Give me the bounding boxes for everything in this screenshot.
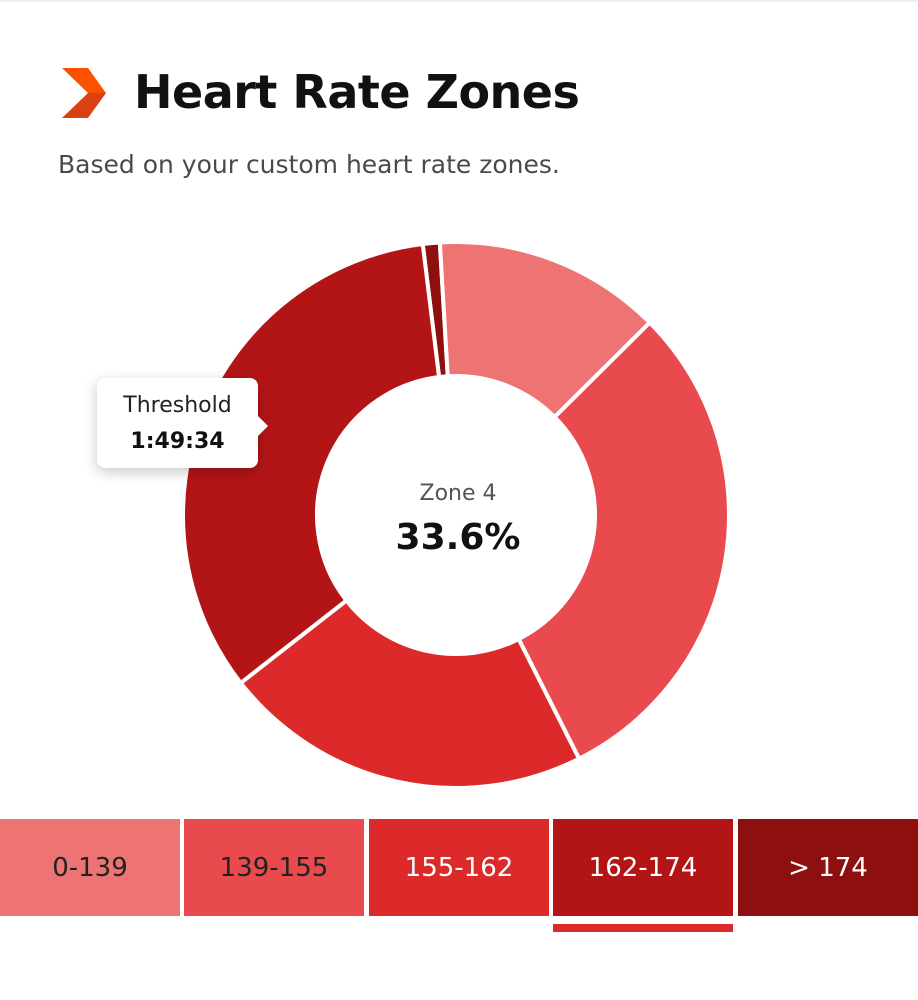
legend-zone-3-label: 155-162 <box>404 852 514 883</box>
legend-zone-5[interactable]: > 174 <box>738 819 918 916</box>
legend-zone-5-label: > 174 <box>788 852 868 883</box>
page-subtitle: Based on your custom heart rate zones. <box>58 150 560 179</box>
legend-zone-4-label: 162-174 <box>588 852 698 883</box>
legend-zone-2[interactable]: 139-155 <box>184 819 364 916</box>
page-title: Heart Rate Zones <box>134 65 580 119</box>
center-zone-label: Zone 4 <box>419 481 497 506</box>
tooltip-value: 1:49:34 <box>130 429 225 454</box>
legend-zone-3[interactable]: 155-162 <box>369 819 549 916</box>
chevron-right-icon <box>62 68 106 118</box>
tooltip-label: Threshold <box>123 393 232 418</box>
zone-tooltip: Threshold 1:49:34 <box>97 378 268 468</box>
legend-zone-1-label: 0-139 <box>52 852 128 883</box>
donut-slice-zone-2[interactable] <box>516 320 731 761</box>
center-zone-percent: 33.6% <box>395 517 521 558</box>
legend-zone-4[interactable]: 162-174 <box>553 819 733 916</box>
legend-zone-2-label: 139-155 <box>219 852 329 883</box>
top-divider <box>0 0 918 2</box>
donut-slice-zone-3[interactable] <box>238 598 582 790</box>
legend-selected-indicator <box>553 924 733 932</box>
heart-rate-donut-chart[interactable] <box>0 0 918 800</box>
donut-slice-zone-4[interactable] <box>181 242 442 685</box>
legend-zone-1[interactable]: 0-139 <box>0 819 180 916</box>
